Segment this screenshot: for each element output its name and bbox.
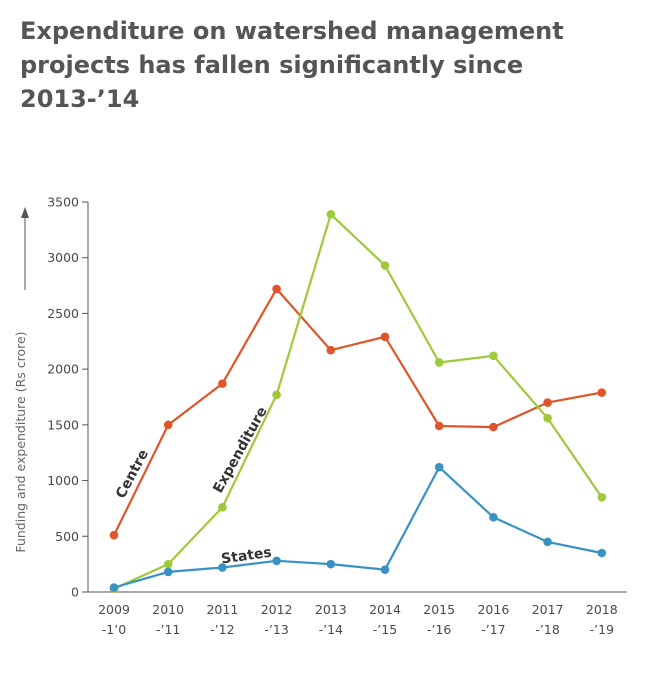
centre-point bbox=[326, 345, 336, 355]
x-tick-label-year: 2016 bbox=[477, 602, 509, 617]
x-tick-label-period: -’14 bbox=[319, 622, 343, 637]
centre-point bbox=[597, 388, 607, 397]
states-point bbox=[380, 565, 390, 575]
states-point bbox=[109, 583, 119, 592]
states-line bbox=[113, 466, 603, 589]
x-tick-label-period: -’11 bbox=[156, 622, 180, 637]
centre-label: Centre bbox=[113, 447, 152, 501]
x-tick-label-year: 2011 bbox=[206, 602, 238, 617]
states-point bbox=[326, 559, 336, 569]
y-tick-label: 1500 bbox=[47, 417, 79, 432]
centre-point bbox=[109, 530, 119, 540]
expenditure-line bbox=[113, 213, 603, 590]
series-lines bbox=[113, 213, 603, 590]
states-point bbox=[597, 548, 607, 558]
expenditure-point bbox=[163, 559, 173, 569]
states-point bbox=[272, 556, 281, 566]
y-tick-label: 2500 bbox=[47, 306, 79, 321]
centre-point bbox=[543, 398, 552, 407]
chart-title: Expenditure on watershed management proj… bbox=[20, 17, 564, 113]
y-axis-arrow-head bbox=[21, 207, 29, 218]
x-tick-label-period: -’16 bbox=[427, 622, 451, 637]
tick-labels: 0 500 1000 1500 2000 2500 3000 3500 2009 -1’0 2010… bbox=[13, 195, 618, 638]
x-tick-label-period: -’18 bbox=[535, 622, 559, 637]
series-labels: Centre Expenditure States bbox=[113, 404, 273, 567]
expenditure-point bbox=[543, 413, 552, 423]
x-tick-label-period: -’15 bbox=[373, 622, 397, 637]
series-points bbox=[109, 209, 607, 593]
x-tick-label-year: 2017 bbox=[532, 602, 564, 617]
expenditure-point bbox=[380, 261, 390, 270]
x-tick-label-period: -’19 bbox=[590, 622, 614, 637]
centre-point bbox=[218, 379, 227, 388]
expenditure-point bbox=[272, 390, 281, 400]
x-tick-label-year: 2015 bbox=[423, 602, 455, 617]
y-tick-label: 1000 bbox=[47, 473, 79, 488]
expenditure-label: Expenditure bbox=[210, 404, 271, 496]
y-axis-label: Funding and expenditure (Rs crore) bbox=[13, 331, 28, 552]
states-label: States bbox=[220, 545, 272, 568]
states-point bbox=[163, 567, 173, 577]
x-tick-label-year: 2012 bbox=[261, 602, 293, 617]
states-point bbox=[489, 513, 498, 522]
centre-line bbox=[113, 287, 603, 536]
centre-point bbox=[434, 421, 444, 431]
expenditure-point bbox=[489, 351, 498, 361]
x-tick-label-year: 2013 bbox=[315, 602, 347, 617]
x-tick-label-period: -1’0 bbox=[102, 622, 126, 637]
x-tick-label-year: 2010 bbox=[152, 602, 184, 617]
centre-point bbox=[163, 420, 173, 430]
y-tick-label: 3000 bbox=[47, 250, 79, 265]
y-tick-label: 3500 bbox=[47, 195, 79, 210]
states-point bbox=[218, 563, 227, 572]
y-tick-label: 2000 bbox=[47, 362, 79, 377]
centre-point bbox=[272, 284, 281, 294]
expenditure-point bbox=[218, 503, 227, 512]
x-tick-label-year: 2018 bbox=[586, 602, 618, 617]
y-tick-label: 500 bbox=[55, 529, 79, 544]
centre-point bbox=[489, 422, 498, 432]
states-point bbox=[434, 462, 444, 472]
x-tick-label-period: -’13 bbox=[264, 622, 288, 637]
expenditure-point bbox=[597, 492, 607, 502]
x-tick-label-year: 2009 bbox=[98, 602, 130, 617]
axes bbox=[21, 201, 627, 593]
expenditure-point bbox=[326, 209, 336, 219]
x-tick-label-period: -’17 bbox=[481, 622, 505, 637]
states-point bbox=[543, 537, 552, 547]
expenditure-point bbox=[434, 358, 444, 367]
centre-point bbox=[380, 332, 390, 342]
x-tick-label-year: 2014 bbox=[369, 602, 401, 617]
x-tick-label-period: -’12 bbox=[210, 622, 234, 637]
y-tick-label: 0 bbox=[71, 585, 79, 600]
